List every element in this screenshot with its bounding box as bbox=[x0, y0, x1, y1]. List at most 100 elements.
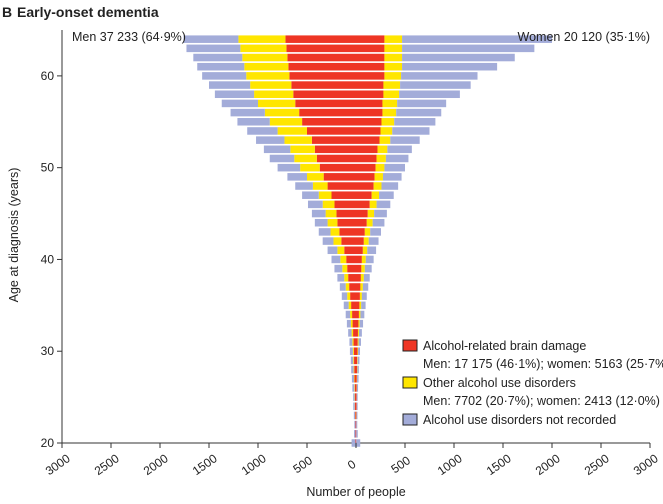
bar-men-not_recorded-age-27 bbox=[351, 374, 355, 383]
bar-women-arbd-age-53 bbox=[356, 136, 380, 144]
bar-women-arbd-age-27 bbox=[356, 374, 357, 383]
legend-label-other: Other alcohol use disorders bbox=[423, 376, 576, 390]
bar-women-arbd-age-33 bbox=[356, 319, 359, 328]
bar-women-other-age-61 bbox=[384, 62, 403, 71]
bar-men-other-age-45 bbox=[325, 209, 337, 218]
bar-women-not_recorded-age-29 bbox=[357, 356, 360, 365]
bar-men-not_recorded-age-41 bbox=[327, 246, 338, 255]
x-axis-label: Number of people bbox=[306, 485, 405, 499]
bar-women-not_recorded-age-26 bbox=[356, 384, 359, 392]
bar-men-other-age-59 bbox=[250, 81, 292, 89]
bar-women-other-age-47 bbox=[371, 191, 380, 199]
bar-men-other-age-39 bbox=[342, 264, 348, 273]
bar-women-not_recorded-age-54 bbox=[392, 127, 430, 135]
bar-men-not_recorded-age-29 bbox=[350, 356, 354, 365]
bar-women-other-age-44 bbox=[366, 218, 373, 227]
bar-men-not_recorded-age-34 bbox=[345, 310, 351, 319]
x-tick-label: 500 bbox=[388, 453, 413, 476]
bar-women-arbd-age-46 bbox=[356, 200, 370, 209]
bar-men-other-age-60 bbox=[246, 72, 290, 80]
bar-men-arbd-age-34 bbox=[352, 310, 356, 319]
bar-women-not_recorded-age-47 bbox=[379, 191, 394, 199]
y-tick-label: 20 bbox=[41, 436, 55, 450]
bar-men-arbd-age-30 bbox=[353, 347, 356, 355]
bar-women-arbd-age-38 bbox=[356, 274, 361, 282]
legend-label-arbd: Alcohol-related brain damage bbox=[423, 339, 586, 353]
bar-women-other-age-62 bbox=[384, 53, 403, 62]
bar-women-not_recorded-age-37 bbox=[362, 283, 369, 291]
bar-men-arbd-age-44 bbox=[337, 218, 356, 227]
bar-women-arbd-age-58 bbox=[356, 90, 384, 99]
bar-men-other-age-62 bbox=[242, 53, 288, 62]
bar-men-arbd-age-36 bbox=[350, 292, 356, 300]
bar-women-not_recorded-age-48 bbox=[381, 182, 399, 190]
bar-women-not_recorded-age-28 bbox=[357, 365, 359, 374]
bar-women-other-age-31 bbox=[357, 338, 359, 346]
x-tick-label: 3000 bbox=[43, 451, 73, 478]
bar-women-arbd-age-44 bbox=[356, 218, 367, 227]
bar-men-arbd-age-23 bbox=[355, 411, 356, 420]
bar-men-arbd-age-26 bbox=[354, 384, 356, 392]
bar-women-not_recorded-age-23 bbox=[356, 411, 358, 420]
bar-women-not_recorded-age-62 bbox=[402, 53, 515, 62]
bar-women-not_recorded-age-51 bbox=[385, 154, 409, 163]
bar-men-not_recorded-age-51 bbox=[269, 154, 295, 163]
bar-men-not_recorded-age-36 bbox=[341, 292, 348, 300]
bar-men-not_recorded-age-37 bbox=[339, 283, 346, 291]
legend-swatch-other bbox=[402, 376, 418, 389]
bar-women-arbd-age-59 bbox=[356, 81, 384, 89]
bar-men-not_recorded-age-20 bbox=[351, 439, 356, 447]
bar-women-arbd-age-51 bbox=[356, 154, 377, 163]
bar-men-arbd-age-40 bbox=[346, 255, 356, 264]
bar-women-arbd-age-34 bbox=[356, 310, 359, 319]
bar-men-not_recorded-age-62 bbox=[193, 53, 243, 62]
bar-women-other-age-34 bbox=[358, 310, 361, 319]
plot-area: 3000 2500 2000 1500 1000 500 0 500 1000 1500 2000 2… bbox=[41, 30, 661, 478]
bar-women-other-age-52 bbox=[377, 145, 388, 154]
bar-men-not_recorded-age-53 bbox=[256, 136, 285, 144]
bar-women-not_recorded-age-63 bbox=[402, 44, 535, 53]
bar-men-not_recorded-age-58 bbox=[214, 90, 255, 99]
bar-men-arbd-age-43 bbox=[339, 228, 356, 236]
bar-men-arbd-age-32 bbox=[353, 329, 356, 337]
bar-men-other-age-49 bbox=[307, 173, 324, 181]
bar-women-other-age-43 bbox=[364, 228, 371, 236]
bar-women-arbd-age-56 bbox=[356, 108, 383, 117]
bar-women-other-age-46 bbox=[369, 200, 377, 209]
panel-letter: B bbox=[2, 4, 12, 20]
bar-men-arbd-age-64 bbox=[285, 35, 356, 43]
bar-men-arbd-age-49 bbox=[323, 173, 356, 181]
bar-men-arbd-age-25 bbox=[355, 393, 356, 401]
bar-men-not_recorded-age-22 bbox=[354, 420, 356, 429]
bar-women-not_recorded-age-21 bbox=[356, 430, 358, 438]
bar-women-not_recorded-age-56 bbox=[396, 108, 442, 117]
bar-women-arbd-age-57 bbox=[356, 99, 383, 108]
bar-men-not_recorded-age-63 bbox=[186, 44, 241, 53]
bar-men-arbd-age-57 bbox=[295, 99, 356, 108]
bar-men-other-age-46 bbox=[322, 200, 335, 209]
bar-men-other-age-53 bbox=[284, 136, 312, 144]
bar-men-arbd-age-42 bbox=[341, 237, 356, 245]
bar-men-not_recorded-age-64 bbox=[183, 35, 239, 43]
bar-men-arbd-age-28 bbox=[354, 365, 356, 374]
bar-men-other-age-36 bbox=[347, 292, 351, 300]
bar-women-arbd-age-35 bbox=[356, 301, 360, 310]
bar-women-arbd-age-31 bbox=[356, 338, 358, 346]
bar-women-not_recorded-age-20 bbox=[356, 439, 361, 447]
bar-women-arbd-age-49 bbox=[356, 173, 375, 181]
bar-men-arbd-age-38 bbox=[348, 274, 356, 282]
bar-men-not_recorded-age-52 bbox=[263, 145, 291, 154]
bar-women-other-age-60 bbox=[384, 72, 402, 80]
bar-women-other-age-41 bbox=[362, 246, 368, 255]
bar-men-other-age-47 bbox=[318, 191, 332, 199]
bar-men-not_recorded-age-32 bbox=[348, 329, 352, 337]
bar-women-not_recorded-age-42 bbox=[368, 237, 379, 245]
x-tick-label: 1000 bbox=[435, 451, 465, 478]
bar-women-other-age-45 bbox=[367, 209, 375, 218]
bar-men-not_recorded-age-28 bbox=[351, 365, 354, 374]
bar-men-arbd-age-56 bbox=[299, 108, 356, 117]
bar-men-arbd-age-55 bbox=[302, 118, 356, 126]
bar-women-not_recorded-age-33 bbox=[359, 319, 364, 328]
bar-women-not_recorded-age-60 bbox=[401, 72, 478, 80]
y-tick-label: 60 bbox=[41, 69, 55, 83]
